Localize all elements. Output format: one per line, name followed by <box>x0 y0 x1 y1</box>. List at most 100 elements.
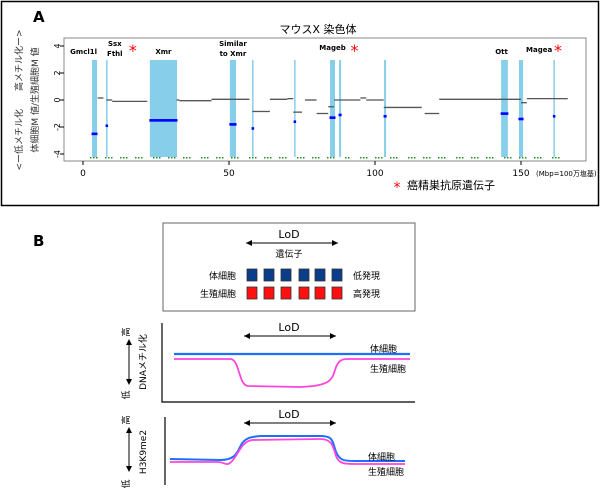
region-band <box>330 60 335 157</box>
probe-tick <box>282 157 284 159</box>
panel-a-frame <box>0 0 600 207</box>
probe-tick <box>510 157 512 159</box>
region-band <box>501 60 508 157</box>
schematic-lod-label: LoD <box>278 228 299 241</box>
probe-tick <box>486 157 488 159</box>
probe-tick <box>312 157 314 159</box>
cancer-testis-star-icon: * <box>129 41 137 60</box>
probe-tick <box>555 157 557 159</box>
probe-tick <box>474 157 476 159</box>
region-marker <box>329 116 336 119</box>
probe-tick <box>174 157 176 159</box>
region-label: Gmcl1l <box>70 48 97 56</box>
probe-tick <box>270 157 272 159</box>
germ-h3k9me2-line <box>170 438 405 466</box>
probe-tick <box>345 157 347 159</box>
germ-gene-box <box>298 286 310 300</box>
probe-tick <box>126 157 128 159</box>
probe-tick <box>477 157 479 159</box>
y-axis-direction-label: <ー低メチル化 高メチル化ー> <box>13 29 25 170</box>
probe-tick <box>120 157 122 159</box>
probe-tick <box>375 157 377 159</box>
region-label: to Xmr <box>220 50 247 58</box>
probe-tick <box>222 157 224 159</box>
h3k9me2-lod-label: LoD <box>278 408 299 421</box>
region-band <box>149 60 178 157</box>
region-marker <box>105 124 109 128</box>
probe-tick <box>249 157 251 159</box>
lod-arrow <box>244 420 336 426</box>
methylation-high-label: 高 <box>120 327 132 336</box>
region-label: Ssx <box>108 40 122 48</box>
region-marker <box>500 112 509 115</box>
probe-tick <box>537 157 539 159</box>
probe-tick <box>558 157 560 159</box>
probe-tick <box>207 157 209 159</box>
probe-tick <box>519 157 521 159</box>
x-tick-label: 150 <box>512 169 529 179</box>
probe-tick <box>156 157 158 159</box>
probe-tick <box>111 157 113 159</box>
probe-tick <box>96 157 98 159</box>
probe-tick <box>90 157 92 159</box>
h3k9me2-high-label: 高 <box>120 415 132 424</box>
probe-tick <box>423 157 425 159</box>
probe-tick <box>300 157 302 159</box>
methylation-plot: LoD 高 低 DNAメチル化 体細胞 生殖細胞 <box>120 321 415 403</box>
probe-tick <box>327 157 329 159</box>
probe-tick <box>438 157 440 159</box>
x-tick-label: 50 <box>223 169 235 179</box>
probe-tick <box>285 157 287 159</box>
y-axis-label: <ー低メチル化 高メチル化ー> 体細胞M 値/生殖細胞M 値 <box>13 29 41 170</box>
probe-tick <box>381 157 383 159</box>
h3k9me2-plot: LoD 高 低 H3K9me2 体細胞 生殖細胞 <box>120 408 405 488</box>
probe-tick <box>267 157 269 159</box>
somatic-gene-box <box>331 268 343 282</box>
germ-gene-box <box>314 286 326 300</box>
probe-tick <box>105 157 107 159</box>
region-band <box>553 60 555 157</box>
probe-tick <box>396 157 398 159</box>
probe-tick <box>411 157 413 159</box>
probe-tick <box>492 157 494 159</box>
probe-tick <box>141 157 143 159</box>
somatic-gene-box <box>263 268 275 282</box>
probe-tick <box>234 157 236 159</box>
methylation-lod-label: LoD <box>278 321 299 334</box>
region-label: Mageb <box>319 44 345 52</box>
germ-gene-box <box>263 286 275 300</box>
germ-gene-box <box>246 286 258 300</box>
y-tick-label: -2 <box>53 123 62 131</box>
germ-row-label: 生殖細胞 <box>200 288 236 300</box>
probe-tick <box>171 157 173 159</box>
methylation-axis-title: DNAメチル化 <box>137 334 149 390</box>
probe-tick <box>219 157 221 159</box>
probe-tick <box>318 157 320 159</box>
region-band <box>252 60 254 157</box>
region-marker <box>149 119 178 122</box>
probe-tick <box>135 157 137 159</box>
vertical-double-arrow <box>126 339 132 385</box>
probe-tick <box>378 157 380 159</box>
probe-tick <box>297 157 299 159</box>
probe-tick <box>138 157 140 159</box>
panel-b-label: B <box>33 232 44 250</box>
region-label: Fthl <box>107 50 123 58</box>
probe-tick <box>414 157 416 159</box>
probe-tick <box>390 157 392 159</box>
probe-tick <box>201 157 203 159</box>
probe-tick <box>471 157 473 159</box>
germ-line-label: 生殖細胞 <box>368 466 404 478</box>
lod-arrow <box>246 240 338 246</box>
germ-line-label: 生殖細胞 <box>370 363 406 375</box>
probe-tick <box>522 157 524 159</box>
region-band <box>92 60 98 157</box>
region-band <box>518 60 524 157</box>
x-tick-label: 100 <box>366 169 383 179</box>
probe-tick <box>186 157 188 159</box>
region-marker <box>383 115 387 118</box>
region-label: Similar <box>219 40 247 48</box>
somatic-line-label: 体細胞 <box>368 451 395 463</box>
probe-tick <box>303 157 305 159</box>
